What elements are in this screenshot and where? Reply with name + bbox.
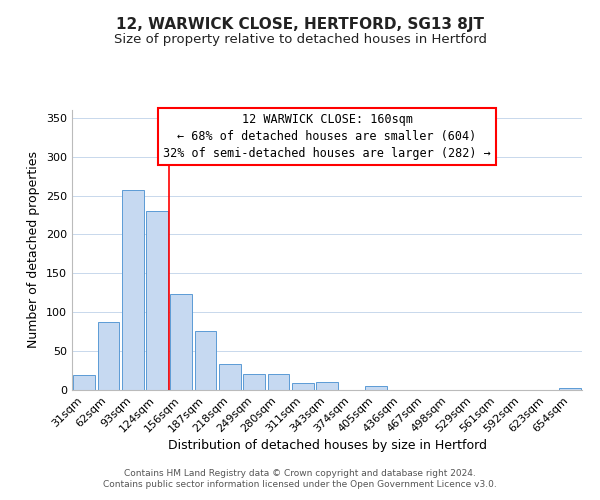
Bar: [292, 383, 314, 390]
Bar: [559, 388, 581, 390]
Bar: [97, 322, 119, 390]
Bar: [73, 375, 95, 390]
Bar: [170, 294, 192, 390]
Bar: [146, 211, 168, 390]
Text: Contains public sector information licensed under the Open Government Licence v3: Contains public sector information licen…: [103, 480, 497, 489]
X-axis label: Distribution of detached houses by size in Hertford: Distribution of detached houses by size …: [167, 440, 487, 452]
Y-axis label: Number of detached properties: Number of detached properties: [28, 152, 40, 348]
Bar: [219, 364, 241, 390]
Text: 12, WARWICK CLOSE, HERTFORD, SG13 8JT: 12, WARWICK CLOSE, HERTFORD, SG13 8JT: [116, 18, 484, 32]
Text: 12 WARWICK CLOSE: 160sqm
← 68% of detached houses are smaller (604)
32% of semi-: 12 WARWICK CLOSE: 160sqm ← 68% of detach…: [163, 113, 491, 160]
Bar: [194, 331, 217, 390]
Bar: [243, 374, 265, 390]
Bar: [316, 382, 338, 390]
Bar: [268, 374, 289, 390]
Bar: [365, 386, 386, 390]
Text: Size of property relative to detached houses in Hertford: Size of property relative to detached ho…: [113, 32, 487, 46]
Text: Contains HM Land Registry data © Crown copyright and database right 2024.: Contains HM Land Registry data © Crown c…: [124, 468, 476, 477]
Bar: [122, 190, 143, 390]
